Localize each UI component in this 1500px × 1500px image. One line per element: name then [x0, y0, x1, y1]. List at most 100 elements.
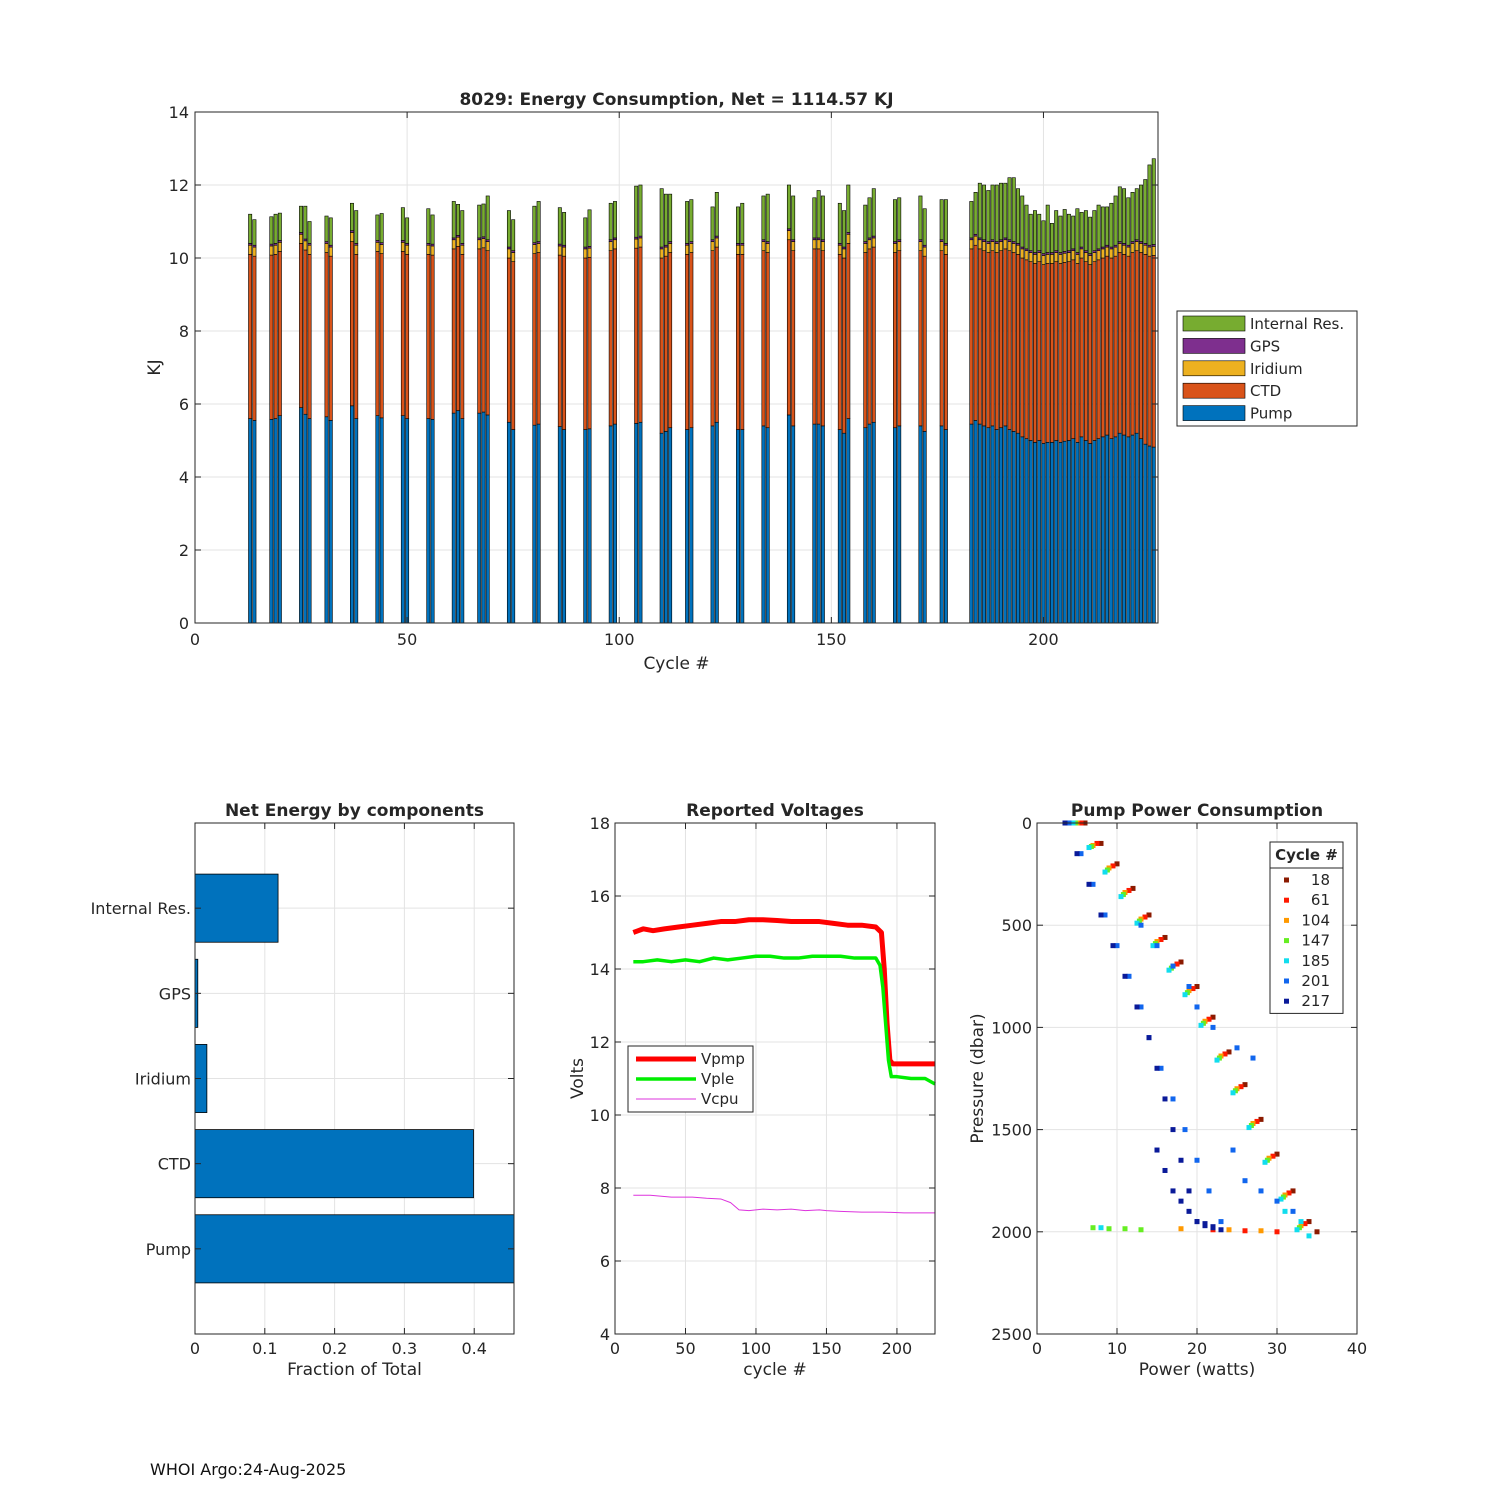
energy-bar-segment: [710, 241, 715, 251]
energy-bar-segment: [608, 425, 613, 624]
energy-bar-segment: [350, 232, 354, 242]
pump-power-point: [1154, 1065, 1160, 1071]
components-bar: [194, 1129, 474, 1199]
energy-bar-segment: [1083, 440, 1088, 624]
energy-bar-segment: [375, 415, 380, 624]
energy-bar-segment: [277, 242, 282, 252]
pump-power-point: [1138, 922, 1144, 928]
energy-bar-segment: [871, 188, 876, 237]
energy-bar-segment: [710, 206, 715, 241]
pump-power-legend-marker: [1284, 938, 1289, 944]
pump-power-point: [1094, 840, 1100, 846]
energy-bar-segment: [1075, 263, 1080, 443]
energy-bar-segment: [252, 246, 257, 257]
energy-bar-segment: [1033, 263, 1037, 443]
energy-bar-segment: [765, 252, 770, 429]
energy-bar-segment: [1100, 206, 1105, 248]
energy-bar-segment: [1049, 442, 1054, 624]
energy-bar-segment: [1092, 252, 1097, 262]
energy-bar-segment: [1016, 432, 1020, 624]
energy-bar-segment: [532, 424, 537, 624]
energy-bar-segment: [1130, 434, 1135, 624]
energy-bar-segment: [1122, 434, 1127, 624]
energy-bar-segment: [1007, 241, 1012, 251]
pump-power-point: [1110, 943, 1116, 949]
energy-bar-segment: [786, 239, 791, 416]
energy-bar-segment: [400, 242, 405, 252]
pump-power-point: [1274, 1229, 1280, 1235]
energy-bar-segment: [1126, 197, 1131, 246]
energy-bar-segment: [689, 199, 694, 242]
pump-power-point: [1118, 894, 1124, 900]
energy-bar-segment: [668, 427, 673, 624]
components-category-label: GPS: [159, 984, 191, 1003]
energy-bar-segment: [1088, 264, 1093, 444]
energy-bar-segment: [400, 415, 405, 624]
energy-bar-segment: [485, 414, 490, 624]
energy-bar-segment: [273, 418, 278, 624]
energy-legend-swatch: [1182, 405, 1246, 421]
energy-bar-segment: [375, 242, 380, 252]
pump-power-point: [1218, 1219, 1224, 1225]
energy-bar-segment: [922, 246, 927, 257]
voltages-y-tick-label: 18: [590, 814, 610, 833]
energy-bar-segment: [1066, 213, 1071, 251]
energy-bar-segment: [1020, 436, 1025, 624]
energy-bar-segment: [922, 208, 927, 246]
energy-bar-segment: [252, 219, 257, 246]
energy-bar-segment: [1045, 442, 1050, 624]
energy-bar-segment: [663, 193, 668, 246]
energy-bar-segment: [969, 248, 974, 425]
energy-bar-segment: [842, 432, 847, 624]
pump-power-legend: Cycle # 18 61 104 147 185 201 217: [1269, 841, 1344, 1014]
pump-power-point: [1098, 912, 1104, 918]
energy-bar-segment: [1130, 243, 1135, 253]
energy-bar-segment: [460, 210, 465, 244]
energy-bar-segment: [982, 425, 987, 624]
energy-bar-segment: [608, 241, 613, 251]
energy-bar-segment: [583, 429, 588, 624]
energy-bar-segment: [897, 241, 902, 251]
pump-power-point: [1250, 1055, 1256, 1061]
energy-bar-segment: [820, 195, 825, 241]
energy-bar-segment: [897, 197, 902, 241]
energy-bar-segment: [426, 208, 431, 244]
pump-power-point: [1102, 869, 1108, 875]
energy-bar-segment: [587, 209, 592, 247]
voltages-title: Reported Voltages: [686, 801, 864, 821]
energy-bar-segment: [638, 421, 643, 624]
energy-bar-segment: [1075, 254, 1080, 264]
energy-bar-segment: [736, 206, 740, 244]
pump-power-point: [1286, 1190, 1292, 1196]
energy-bar-segment: [820, 241, 825, 251]
energy-bar-segment: [943, 199, 948, 244]
pump-power-ylabel: Pressure (dbar): [968, 1013, 988, 1143]
energy-bar-segment: [1096, 438, 1101, 624]
voltages-legend-label: Vcpu: [701, 1090, 739, 1108]
energy-bar-segment: [1024, 438, 1029, 624]
pump-power-point: [1134, 1004, 1140, 1010]
energy-bar-segment: [248, 244, 253, 255]
pump-power-point: [1274, 1198, 1280, 1204]
energy-bar-segment: [710, 250, 715, 427]
pump-power-point: [1154, 943, 1160, 949]
components-category-label: CTD: [158, 1155, 191, 1174]
footer-label: WHOI Argo:24-Aug-2025: [150, 1460, 347, 1479]
energy-bar-segment: [977, 423, 982, 624]
energy-bar-segment: [986, 427, 991, 624]
energy-bar-segment: [1041, 443, 1046, 624]
energy-bar-segment: [939, 241, 944, 251]
energy-bar-segment: [1143, 179, 1148, 244]
energy-bar-segment: [379, 213, 384, 243]
energy-bar-segment: [1011, 243, 1016, 253]
energy-bar-segment: [1134, 188, 1139, 241]
energy-bar-segment: [1071, 250, 1076, 261]
energy-bar-segment: [893, 243, 897, 253]
energy-bar-segment: [299, 233, 304, 244]
pump-power-point: [1190, 986, 1196, 992]
energy-y-tick-label: 8: [179, 322, 189, 341]
pump-power-point: [1126, 887, 1132, 893]
energy-y-tick-label: 14: [169, 103, 189, 122]
pump-power-legend-marker: [1284, 978, 1289, 984]
voltages-y-tick-label: 14: [590, 960, 610, 979]
